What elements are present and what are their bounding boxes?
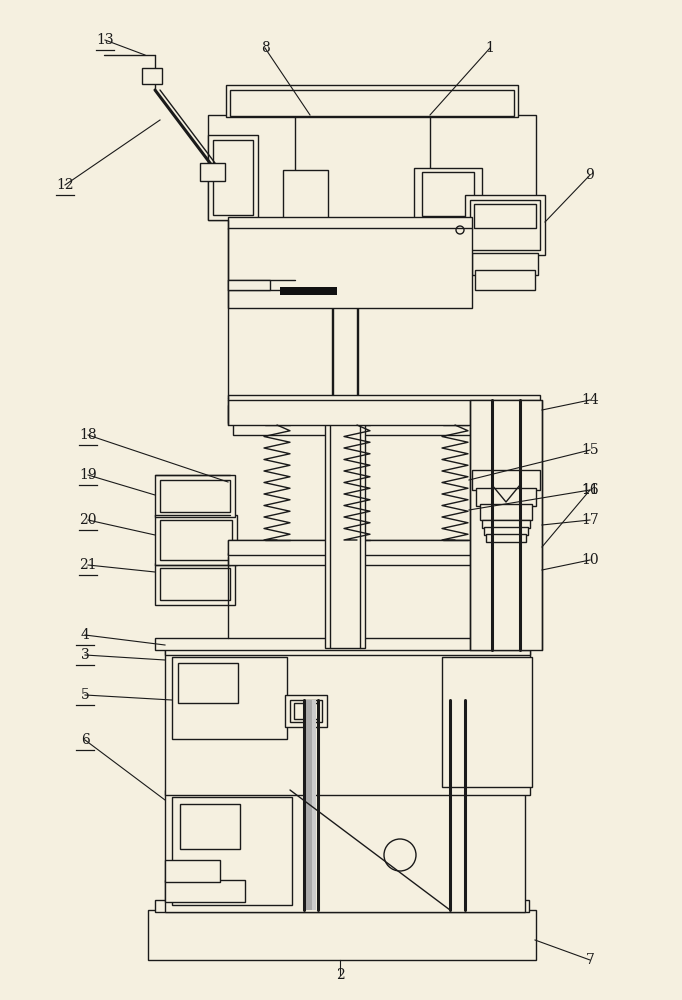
Bar	[470, 200, 540, 250]
Bar	[414, 168, 482, 220]
Bar	[165, 790, 525, 912]
Bar	[160, 520, 232, 560]
Bar	[486, 534, 526, 542]
Text: 20: 20	[79, 513, 97, 527]
Bar	[208, 115, 536, 220]
Bar	[228, 540, 538, 555]
Bar	[155, 475, 235, 517]
Bar	[332, 290, 358, 422]
Bar	[233, 420, 505, 435]
Text: 12: 12	[56, 178, 74, 192]
Bar	[200, 163, 225, 181]
Text: 9: 9	[586, 168, 595, 182]
Text: 13: 13	[96, 33, 114, 47]
Bar	[226, 85, 518, 117]
Text: 1: 1	[486, 41, 494, 55]
Bar	[228, 395, 540, 425]
Bar	[160, 568, 230, 600]
Bar	[228, 280, 270, 290]
Text: 16: 16	[581, 483, 599, 497]
Bar	[422, 172, 474, 216]
Bar	[178, 663, 238, 703]
Bar	[228, 553, 510, 565]
Text: 7: 7	[586, 953, 595, 967]
Bar	[172, 797, 292, 905]
Text: 11: 11	[581, 483, 599, 497]
Bar	[472, 470, 540, 490]
Bar	[155, 563, 235, 605]
Bar	[475, 270, 535, 290]
Bar	[165, 880, 245, 902]
Text: 14: 14	[581, 393, 599, 407]
Text: 19: 19	[79, 468, 97, 482]
Bar	[155, 900, 529, 912]
Bar	[148, 910, 536, 960]
Bar	[155, 515, 237, 565]
Bar	[472, 253, 538, 275]
Text: 8: 8	[261, 41, 269, 55]
Bar	[155, 638, 530, 650]
Bar	[283, 170, 328, 220]
Text: 4: 4	[80, 628, 89, 642]
Bar	[294, 703, 318, 719]
Bar	[482, 520, 530, 528]
Text: 10: 10	[581, 553, 599, 567]
Bar	[230, 90, 514, 116]
Bar	[228, 405, 510, 423]
Bar	[312, 700, 316, 910]
Bar	[228, 540, 510, 555]
Bar	[280, 287, 337, 295]
Bar	[325, 420, 365, 648]
Bar	[290, 700, 322, 722]
Bar	[165, 650, 530, 795]
Bar	[470, 400, 542, 650]
Text: 6: 6	[80, 733, 89, 747]
Bar	[228, 217, 472, 229]
Bar	[465, 195, 545, 255]
Text: 15: 15	[581, 443, 599, 457]
Bar	[142, 68, 162, 84]
Bar	[160, 480, 230, 512]
Bar	[476, 488, 536, 506]
Text: 18: 18	[79, 428, 97, 442]
Bar	[172, 657, 287, 739]
Bar	[484, 527, 528, 535]
Bar	[228, 228, 472, 308]
Text: 5: 5	[80, 688, 89, 702]
Text: 21: 21	[79, 558, 97, 572]
Text: 17: 17	[581, 513, 599, 527]
Bar	[442, 657, 532, 787]
Bar	[480, 504, 532, 520]
Text: 3: 3	[80, 648, 89, 662]
Bar	[165, 645, 530, 655]
Text: 2: 2	[336, 968, 344, 982]
Bar	[213, 140, 253, 215]
Bar	[305, 700, 312, 910]
Bar	[180, 804, 240, 849]
Bar	[474, 204, 536, 228]
Bar	[165, 860, 220, 882]
Bar	[285, 695, 327, 727]
Bar	[208, 135, 258, 220]
